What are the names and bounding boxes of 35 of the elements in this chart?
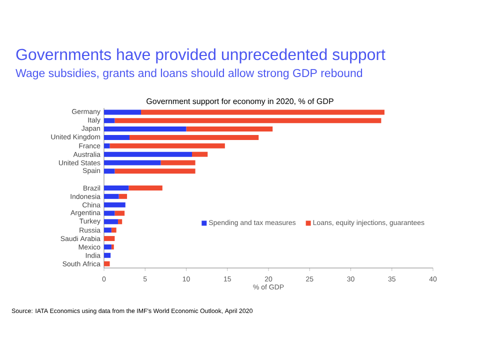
bar [104,110,142,115]
bar [130,134,259,140]
bar [111,244,114,250]
bar [186,126,273,132]
bar [111,228,116,233]
bar [104,186,129,190]
bar [114,168,196,174]
bar [104,143,110,148]
bar [104,219,118,224]
bar [104,168,115,174]
bar [104,210,115,216]
text: Government support for economy in 2020, % of GDP [146,98,334,106]
bar [104,152,192,157]
bar [128,186,162,190]
bar [104,194,119,199]
bar [114,118,382,124]
bar [192,152,208,157]
bar [104,228,112,233]
bar [104,134,130,140]
bar [104,202,126,208]
bar [104,252,111,258]
bar [104,126,186,132]
bar [141,110,384,115]
bar [104,236,115,242]
chart-subtitle: Wage subsidies, grants and loans should allow strong GDP rebound [16,68,362,80]
chart-title: Governments have provided unprecedented support [16,48,386,64]
bar [118,194,128,199]
bar [104,118,115,124]
bar [104,160,161,166]
bar [110,143,225,148]
bar [160,160,196,166]
bar [114,210,125,216]
bar [104,261,110,266]
bar [118,219,122,224]
bar [104,244,112,250]
